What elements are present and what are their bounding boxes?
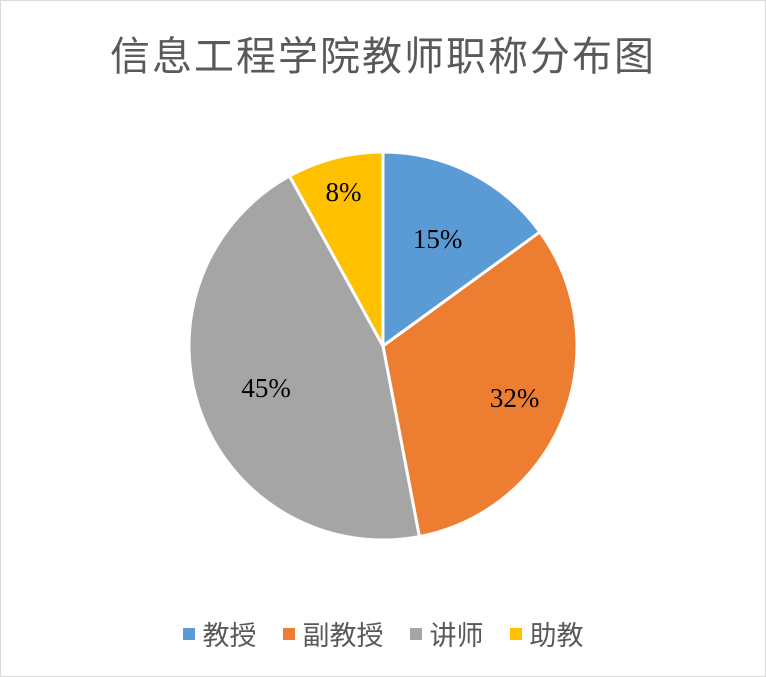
legend-swatch <box>409 627 422 640</box>
pie-chart: 15% 32% 45% 8% <box>187 150 579 542</box>
pie-slice-3 <box>187 174 421 542</box>
pie-slice-4 <box>288 150 385 348</box>
pie-slice-1 <box>381 150 542 348</box>
data-label-1: 15% <box>413 224 463 254</box>
legend-swatch <box>282 627 295 640</box>
legend-swatch <box>509 627 522 640</box>
legend-label: 副教授 <box>302 621 384 652</box>
legend-label: 助教 <box>529 621 584 652</box>
pie-slices <box>187 150 579 542</box>
legend-item-2: 副教授 <box>282 614 384 653</box>
data-label-3: 45% <box>241 373 291 403</box>
pie-data-labels: 15% 32% 45% 8% <box>241 177 539 413</box>
chart-legend: 教授 副教授 讲师 助教 <box>0 614 766 653</box>
legend-item-1: 教授 <box>182 614 257 653</box>
data-label-4: 8% <box>325 177 361 207</box>
legend-label: 教授 <box>202 621 257 652</box>
data-label-2: 32% <box>490 383 540 413</box>
legend-swatch <box>182 627 195 640</box>
legend-item-3: 讲师 <box>409 614 484 653</box>
pie-slice-2 <box>381 230 579 539</box>
legend-item-4: 助教 <box>509 614 584 653</box>
chart-title: 信息工程学院教师职称分布图 <box>110 34 656 80</box>
legend-label: 讲师 <box>429 621 484 652</box>
